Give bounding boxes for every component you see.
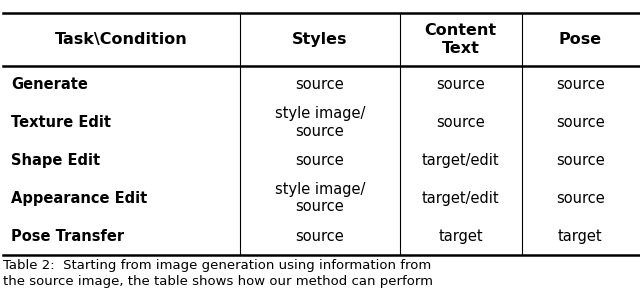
Text: Pose: Pose	[559, 32, 602, 47]
Text: target/edit: target/edit	[422, 153, 500, 168]
Text: Shape Edit: Shape Edit	[11, 153, 100, 168]
Text: target: target	[438, 229, 483, 243]
Text: Styles: Styles	[292, 32, 348, 47]
Text: Table 2:  Starting from image generation using information from
the source image: Table 2: Starting from image generation …	[3, 259, 433, 288]
Text: Generate: Generate	[11, 77, 88, 92]
Text: Texture Edit: Texture Edit	[11, 115, 111, 130]
Text: Pose Transfer: Pose Transfer	[11, 229, 124, 243]
Text: source: source	[556, 153, 605, 168]
Text: source: source	[296, 229, 344, 243]
Text: target: target	[558, 229, 602, 243]
Text: source: source	[436, 115, 485, 130]
Text: source: source	[556, 77, 605, 92]
Text: source: source	[296, 77, 344, 92]
Text: Task\Condition: Task\Condition	[55, 32, 188, 47]
Text: style image/
source: style image/ source	[275, 182, 365, 214]
Text: Appearance Edit: Appearance Edit	[11, 191, 147, 206]
Text: source: source	[436, 77, 485, 92]
Text: source: source	[556, 115, 605, 130]
Text: source: source	[296, 153, 344, 168]
Text: style image/
source: style image/ source	[275, 106, 365, 139]
Text: source: source	[556, 191, 605, 206]
Text: Content
Text: Content Text	[425, 23, 497, 56]
Text: target/edit: target/edit	[422, 191, 500, 206]
